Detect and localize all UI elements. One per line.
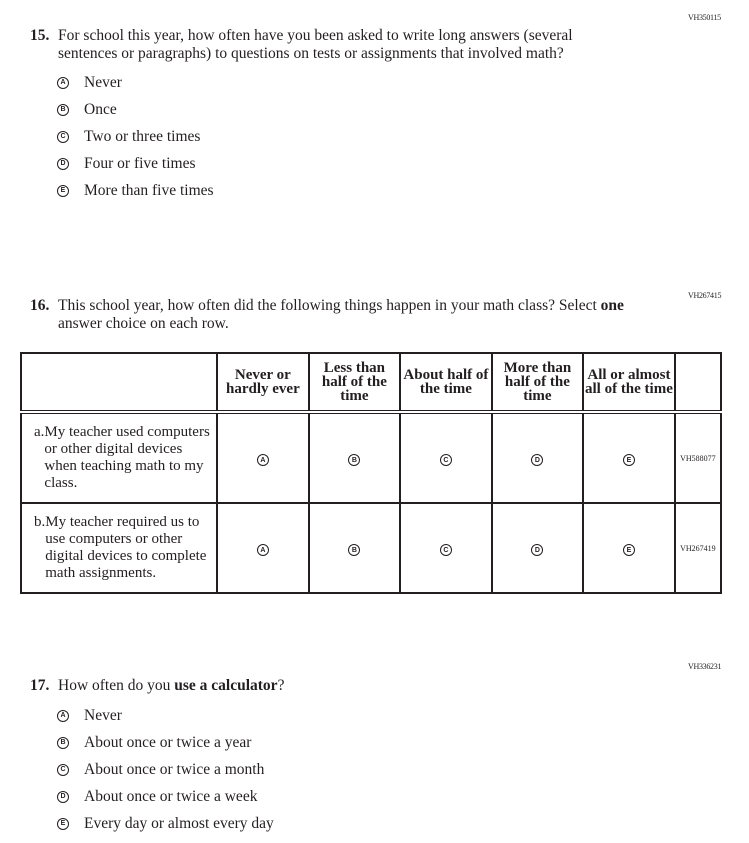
question-number: 17. xyxy=(30,677,50,694)
answer-option[interactable]: A Never xyxy=(57,69,214,96)
item-id: VH267419 xyxy=(673,502,723,594)
radio-bubble-icon[interactable]: A xyxy=(57,76,69,89)
question-16: 16. This school year, how often did the … xyxy=(30,297,660,333)
question-text: How often do you use a calculator? xyxy=(58,677,285,694)
radio-bubble-icon[interactable]: B xyxy=(57,103,69,116)
answer-option[interactable]: D Four or five times xyxy=(57,150,214,177)
option-label: About once or twice a year xyxy=(84,733,252,751)
radio-bubble-icon[interactable]: E xyxy=(57,184,69,197)
question-15: 15. For school this year, how often have… xyxy=(30,27,630,63)
column-header: Less than half of the time xyxy=(307,352,402,413)
radio-bubble-icon[interactable]: D xyxy=(531,454,544,466)
answer-cell[interactable]: C xyxy=(399,502,493,594)
row-label: a. My teacher used computers or other dig… xyxy=(19,411,219,504)
question-number: 15. xyxy=(30,27,50,44)
option-label: Four or five times xyxy=(84,154,196,172)
question-text: For school this year, how often have you… xyxy=(58,27,573,62)
answer-option[interactable]: E More than five times xyxy=(57,177,214,204)
question-text: This school year, how often did the foll… xyxy=(58,297,624,332)
radio-bubble-icon[interactable]: E xyxy=(622,454,635,466)
item-id: VH350115 xyxy=(688,13,721,22)
item-id: VH267415 xyxy=(688,291,722,300)
answer-cell[interactable]: B xyxy=(307,502,402,594)
option-label: About once or twice a week xyxy=(84,787,258,805)
column-header: Never or hardly ever xyxy=(216,352,310,413)
radio-bubble-icon[interactable]: D xyxy=(57,157,69,170)
option-label: Never xyxy=(84,706,122,724)
empty-header xyxy=(19,352,219,413)
answer-option[interactable]: B Once xyxy=(57,96,214,123)
option-label: More than five times xyxy=(84,181,214,199)
table-row: b. My teacher required us to use computer… xyxy=(19,502,723,594)
radio-bubble-icon[interactable]: A xyxy=(256,454,269,466)
radio-bubble-icon[interactable]: B xyxy=(57,736,69,749)
column-header: About half of the time xyxy=(399,352,493,413)
question-15-options: A Never B Once C Two or three times D Four or f… xyxy=(57,69,214,204)
answer-cell[interactable]: A xyxy=(216,502,310,594)
answer-cell[interactable]: B xyxy=(307,411,402,504)
column-header: All or almost all of the time xyxy=(582,352,676,413)
radio-bubble-icon[interactable]: C xyxy=(57,130,69,143)
question-17: 17. How often do you use a calculator? xyxy=(30,677,630,695)
empty-header xyxy=(673,352,723,413)
radio-bubble-icon[interactable]: C xyxy=(439,544,452,556)
column-header: More than half of the time xyxy=(490,352,585,413)
answer-cell[interactable]: C xyxy=(399,411,493,504)
radio-bubble-icon[interactable]: B xyxy=(348,454,361,466)
radio-bubble-icon[interactable]: D xyxy=(57,790,69,803)
answer-option[interactable]: D About once or twice a week xyxy=(57,783,274,810)
item-id: VH588077 xyxy=(673,411,723,504)
answer-cell[interactable]: E xyxy=(582,502,676,594)
radio-bubble-icon[interactable]: E xyxy=(622,544,635,556)
option-label: Two or three times xyxy=(84,127,201,145)
option-label: About once or twice a month xyxy=(84,760,265,778)
frequency-grid: Never or hardly ever Less than half of th… xyxy=(19,352,723,594)
option-label: Never xyxy=(84,73,122,91)
radio-bubble-icon[interactable]: A xyxy=(57,709,69,722)
option-label: Once xyxy=(84,100,117,118)
item-id: VH336231 xyxy=(688,662,722,671)
answer-option[interactable]: C Two or three times xyxy=(57,123,214,150)
row-label: b. My teacher required us to use computer… xyxy=(19,502,219,594)
answer-option[interactable]: A Never xyxy=(57,702,274,729)
radio-bubble-icon[interactable]: B xyxy=(348,544,361,556)
radio-bubble-icon[interactable]: C xyxy=(439,454,452,466)
radio-bubble-icon[interactable]: D xyxy=(531,544,544,556)
answer-option[interactable]: E Every day or almost every day xyxy=(57,810,274,837)
radio-bubble-icon[interactable]: E xyxy=(57,817,69,830)
option-label: Every day or almost every day xyxy=(84,814,274,832)
question-17-options: A Never B About once or twice a year C About … xyxy=(57,702,274,837)
table-row: a. My teacher used computers or other dig… xyxy=(19,411,723,504)
answer-cell[interactable]: D xyxy=(490,411,585,504)
radio-bubble-icon[interactable]: A xyxy=(256,544,269,556)
answer-cell[interactable]: D xyxy=(490,502,585,594)
answer-option[interactable]: B About once or twice a year xyxy=(57,729,274,756)
answer-cell[interactable]: A xyxy=(216,411,310,504)
answer-option[interactable]: C About once or twice a month xyxy=(57,756,274,783)
radio-bubble-icon[interactable]: C xyxy=(57,763,69,776)
answer-cell[interactable]: E xyxy=(582,411,676,504)
question-number: 16. xyxy=(30,297,50,314)
